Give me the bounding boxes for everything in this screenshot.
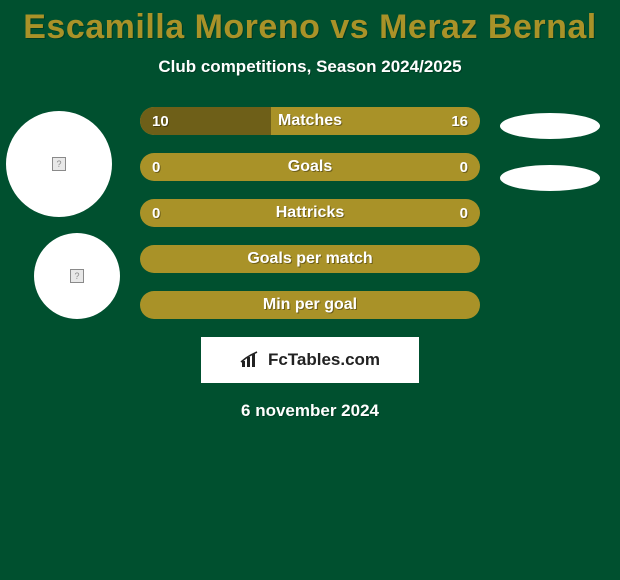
stat-value-right: 0 bbox=[460, 159, 468, 176]
stat-row: 1016Matches bbox=[140, 107, 480, 135]
avatars-column: ? ? bbox=[6, 107, 126, 319]
stat-label: Goals bbox=[140, 158, 480, 176]
stat-row: 0 0Hattricks bbox=[140, 199, 480, 227]
stat-row: 0 0Goals bbox=[140, 153, 480, 181]
title-player2: Meraz Bernal bbox=[379, 8, 597, 46]
stat-label: Min per goal bbox=[140, 296, 480, 314]
page-title: Escamilla Moreno vs Meraz Bernal bbox=[0, 0, 620, 47]
player1-avatar: ? bbox=[6, 111, 112, 217]
image-placeholder-icon: ? bbox=[52, 157, 66, 171]
stat-value-left: 10 bbox=[152, 113, 169, 130]
player2-avatar: ? bbox=[34, 233, 120, 319]
stat-label: Hattricks bbox=[140, 204, 480, 222]
brand-text: FcTables.com bbox=[268, 350, 380, 370]
title-player1: Escamilla Moreno bbox=[23, 8, 320, 46]
image-placeholder-icon: ? bbox=[70, 269, 84, 283]
stat-value-right: 0 bbox=[460, 205, 468, 222]
content-area: ? ? 1016Matches00Goals00HattricksGoals p… bbox=[0, 107, 620, 421]
subtitle: Club competitions, Season 2024/2025 bbox=[0, 57, 620, 77]
comparison-card: Escamilla Moreno vs Meraz Bernal Club co… bbox=[0, 0, 620, 580]
stat-value-right: 16 bbox=[451, 113, 468, 130]
date-line: 6 november 2024 bbox=[0, 401, 620, 421]
stat-value-left: 0 bbox=[152, 159, 160, 176]
stat-label: Goals per match bbox=[140, 250, 480, 268]
decor-ellipse bbox=[500, 113, 600, 139]
brand-badge: FcTables.com bbox=[201, 337, 419, 383]
title-vs: vs bbox=[330, 8, 369, 46]
stat-row: Min per goal bbox=[140, 291, 480, 319]
stat-row: Goals per match bbox=[140, 245, 480, 273]
stat-value-left: 0 bbox=[152, 205, 160, 222]
brand-chart-icon bbox=[240, 351, 262, 369]
decor-ellipse bbox=[500, 165, 600, 191]
stat-bars: 1016Matches00Goals00HattricksGoals per m… bbox=[140, 107, 480, 319]
decor-ellipses bbox=[500, 113, 600, 191]
